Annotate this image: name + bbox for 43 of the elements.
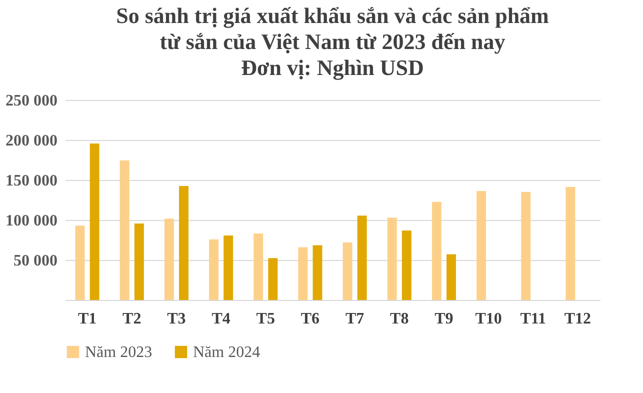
bar bbox=[134, 224, 144, 300]
x-tick-label: T5 bbox=[256, 310, 275, 328]
y-tick-label: 150 000 bbox=[6, 172, 58, 190]
bar bbox=[312, 245, 322, 300]
bar bbox=[268, 258, 278, 300]
bar bbox=[402, 230, 412, 300]
bar bbox=[342, 242, 352, 300]
legend-label: Năm 2024 bbox=[193, 344, 260, 361]
x-tick-label: T4 bbox=[212, 310, 230, 328]
bar bbox=[521, 192, 531, 300]
bar bbox=[432, 202, 442, 300]
bar bbox=[75, 226, 85, 300]
bar bbox=[446, 254, 456, 300]
x-tick-label: T9 bbox=[434, 310, 454, 328]
x-tick-label: T6 bbox=[300, 310, 320, 328]
y-tick-label: 100 000 bbox=[6, 212, 58, 230]
bar bbox=[254, 233, 264, 300]
x-tick-label: T11 bbox=[520, 310, 546, 328]
x-tick-label: T10 bbox=[475, 310, 502, 328]
bar bbox=[90, 144, 100, 300]
x-tick-label: T12 bbox=[564, 310, 592, 328]
x-tick-label: T7 bbox=[345, 310, 364, 328]
legend-label: Năm 2023 bbox=[85, 344, 152, 361]
bar bbox=[120, 160, 130, 300]
bar bbox=[298, 247, 308, 300]
x-tick-label: T8 bbox=[390, 310, 409, 328]
bar bbox=[164, 218, 174, 300]
x-tick-label: T1 bbox=[78, 310, 97, 328]
bar bbox=[387, 218, 397, 300]
x-tick-label: T2 bbox=[122, 310, 142, 328]
bar bbox=[179, 186, 188, 300]
y-tick-label: 250 000 bbox=[6, 92, 58, 110]
bar bbox=[566, 186, 576, 300]
bar bbox=[224, 235, 234, 300]
x-tick-label: T3 bbox=[167, 310, 186, 328]
bar bbox=[209, 239, 218, 300]
y-tick-label: 200 000 bbox=[6, 132, 58, 150]
bar bbox=[357, 216, 367, 300]
text: từ sắn của Việt Nam từ 2023 đến nay bbox=[160, 29, 506, 54]
bar bbox=[476, 190, 486, 300]
text: Đơn vị: Nghìn USD bbox=[241, 55, 424, 80]
text: So sánh trị giá xuất khẩu sắn và các sản phẩm bbox=[116, 3, 549, 28]
y-tick-label: 50 000 bbox=[14, 252, 58, 270]
